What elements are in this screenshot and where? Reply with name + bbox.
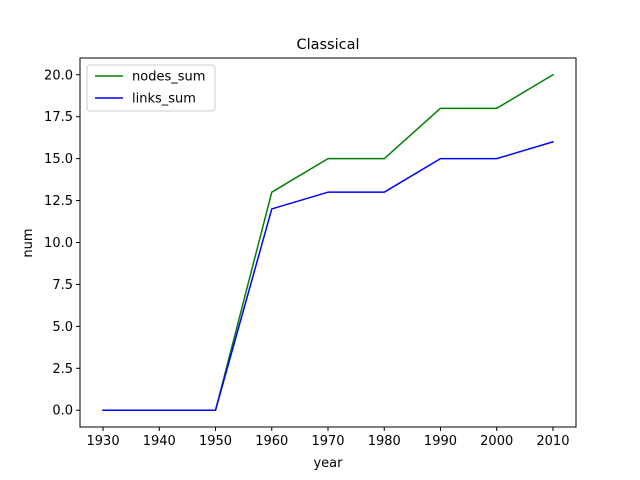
x-tick-label: 1940 xyxy=(143,434,176,449)
legend-label-nodes-sum: nodes_sum xyxy=(132,70,205,85)
x-tick-label: 2010 xyxy=(536,434,569,449)
y-tick-label: 20.0 xyxy=(44,68,73,83)
x-tick-label: 1960 xyxy=(255,434,288,449)
plot-frame xyxy=(79,57,577,428)
y-tick-label: 15.0 xyxy=(44,152,73,167)
series-lines xyxy=(102,73,554,411)
y-tick-label: 2.5 xyxy=(52,362,73,377)
x-axis-ticks: 1930 1940 1950 1960 1970 1980 1990 2000 2010 xyxy=(87,427,569,449)
legend: nodes_sum links_sum xyxy=(86,64,216,112)
x-tick-label: 1980 xyxy=(368,434,401,449)
y-tick-label: 12.5 xyxy=(44,194,73,209)
y-axis-ticks: 0.0 2.5 5.0 7.5 10.0 12.5 15.0 17.5 20.0 xyxy=(44,68,80,419)
x-axis-label: year xyxy=(313,456,343,471)
x-tick-label: 1990 xyxy=(424,434,457,449)
y-tick-label: 17.5 xyxy=(44,110,73,125)
x-tick-label: 2000 xyxy=(480,434,513,449)
series-line-links-sum xyxy=(102,140,554,411)
x-tick-label: 1970 xyxy=(311,434,344,449)
chart-title: Classical xyxy=(296,37,359,53)
x-tick-label: 1950 xyxy=(199,434,232,449)
y-tick-label: 7.5 xyxy=(52,278,73,293)
plot-area xyxy=(80,58,576,427)
y-tick-label: 5.0 xyxy=(52,320,73,335)
y-tick-label: 0.0 xyxy=(52,404,73,419)
y-tick-label: 10.0 xyxy=(44,236,73,251)
y-axis-label: num xyxy=(21,228,36,257)
legend-label-links-sum: links_sum xyxy=(132,92,196,107)
x-tick-label: 1930 xyxy=(87,434,120,449)
